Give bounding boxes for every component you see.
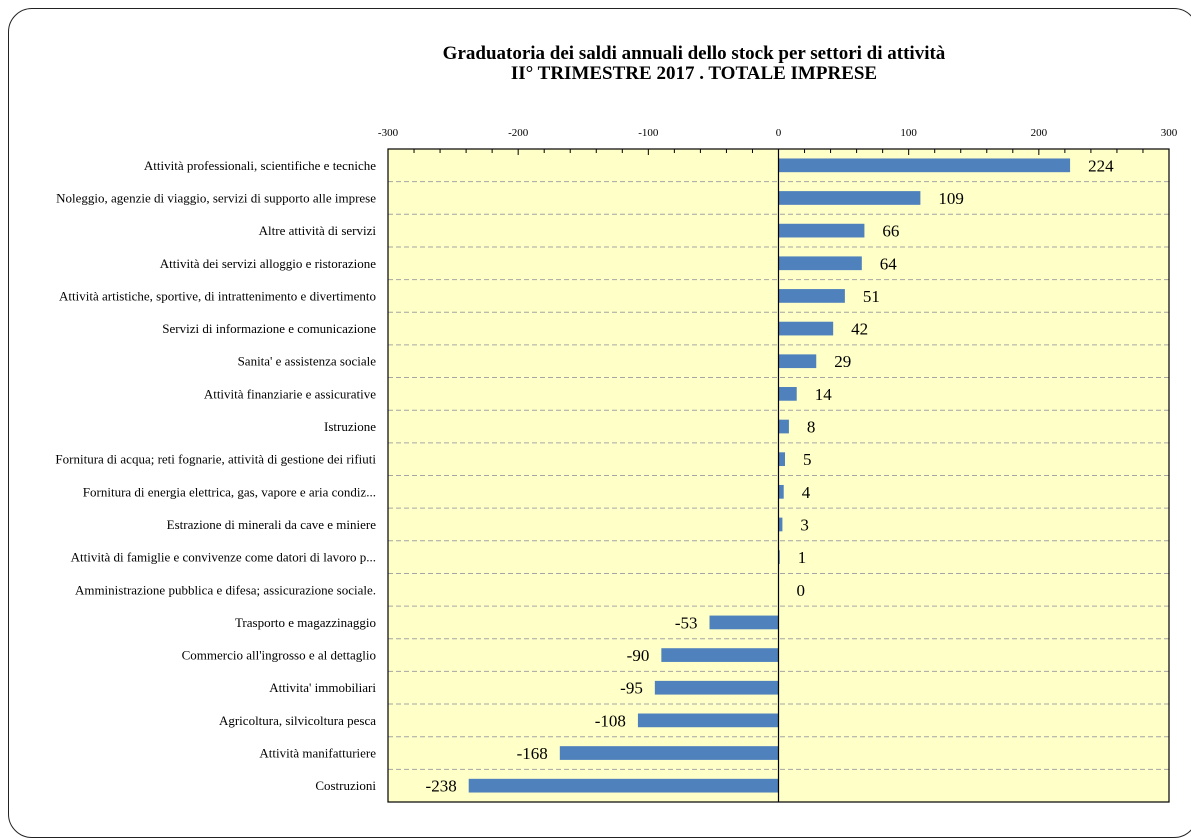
category-label: Estrazione di minerali da cave e miniere bbox=[167, 517, 377, 532]
category-label: Fornitura di energia elettrica, gas, vap… bbox=[83, 484, 376, 499]
bar bbox=[779, 224, 865, 238]
category-label: Attività professionali, scientifiche e t… bbox=[144, 158, 376, 173]
data-label: -95 bbox=[620, 679, 643, 698]
bar bbox=[779, 485, 784, 499]
bar bbox=[779, 289, 845, 303]
data-label: -53 bbox=[675, 613, 698, 632]
bar-chart: -300 -200 -100 0 100 200 300 Attività professio… bbox=[0, 0, 1191, 818]
category-label: Costruzioni bbox=[315, 778, 376, 793]
data-label: 109 bbox=[938, 189, 964, 208]
x-tick-label: 0 bbox=[776, 127, 782, 139]
data-label: 29 bbox=[834, 352, 851, 371]
bar bbox=[779, 256, 862, 270]
category-label: Noleggio, agenzie di viaggio, servizi di… bbox=[56, 190, 376, 205]
data-label: 224 bbox=[1088, 156, 1114, 175]
bar bbox=[638, 714, 779, 728]
data-label: 66 bbox=[882, 222, 899, 241]
x-tick-label: 200 bbox=[1031, 127, 1048, 139]
category-label: Sanita' e assistenza sociale bbox=[238, 354, 377, 369]
bar bbox=[469, 779, 779, 793]
category-label: Fornitura di acqua; reti fognarie, attiv… bbox=[55, 452, 376, 467]
data-label: 1 bbox=[798, 548, 807, 567]
bar bbox=[779, 452, 786, 466]
category-label: Attività manifatturiere bbox=[259, 746, 376, 761]
bar bbox=[779, 191, 921, 205]
bar bbox=[779, 420, 789, 434]
bar bbox=[779, 158, 1071, 172]
category-label: Attivita' immobiliari bbox=[269, 680, 376, 695]
bar bbox=[560, 746, 779, 760]
data-label: -238 bbox=[426, 777, 457, 796]
x-tick-label: -300 bbox=[378, 127, 399, 139]
data-label: 8 bbox=[807, 418, 816, 437]
bar bbox=[779, 322, 834, 336]
data-label: 4 bbox=[802, 483, 811, 502]
category-label: Attività di famiglie e convivenze come d… bbox=[71, 550, 376, 565]
data-label: 3 bbox=[800, 515, 809, 534]
x-tick-label: -200 bbox=[508, 127, 529, 139]
data-label: 5 bbox=[803, 450, 812, 469]
category-label: Trasporto e magazzinaggio bbox=[235, 615, 376, 630]
category-label: Servizi di informazione e comunicazione bbox=[162, 321, 376, 336]
bar bbox=[655, 681, 779, 695]
bar bbox=[779, 387, 797, 401]
category-label: Amministrazione pubblica e difesa; assic… bbox=[75, 582, 376, 597]
data-label: 42 bbox=[851, 320, 868, 339]
data-label: -108 bbox=[595, 711, 626, 730]
data-label: 64 bbox=[880, 254, 898, 273]
data-label: -168 bbox=[517, 744, 548, 763]
category-label: Attività dei servizi alloggio e ristoraz… bbox=[160, 256, 376, 271]
bar bbox=[710, 616, 779, 630]
category-label: Attività finanziarie e assicurative bbox=[204, 386, 376, 401]
category-label: Istruzione bbox=[324, 419, 376, 434]
bar bbox=[661, 648, 778, 662]
data-label: 51 bbox=[863, 287, 880, 306]
x-tick-label: 100 bbox=[900, 127, 917, 139]
data-label: 14 bbox=[815, 385, 833, 404]
data-label: 0 bbox=[797, 581, 806, 600]
x-tick-label: 300 bbox=[1161, 127, 1178, 139]
data-label: -90 bbox=[627, 646, 650, 665]
category-label: Attività artistiche, sportive, di intrat… bbox=[59, 288, 376, 303]
category-label: Commercio all'ingrosso e al dettaglio bbox=[182, 648, 376, 663]
category-label: Altre attività di servizi bbox=[259, 223, 377, 238]
bar bbox=[779, 354, 817, 368]
x-tick-label: -100 bbox=[638, 127, 659, 139]
category-label: Agricoltura, silvicoltura pesca bbox=[219, 713, 376, 728]
